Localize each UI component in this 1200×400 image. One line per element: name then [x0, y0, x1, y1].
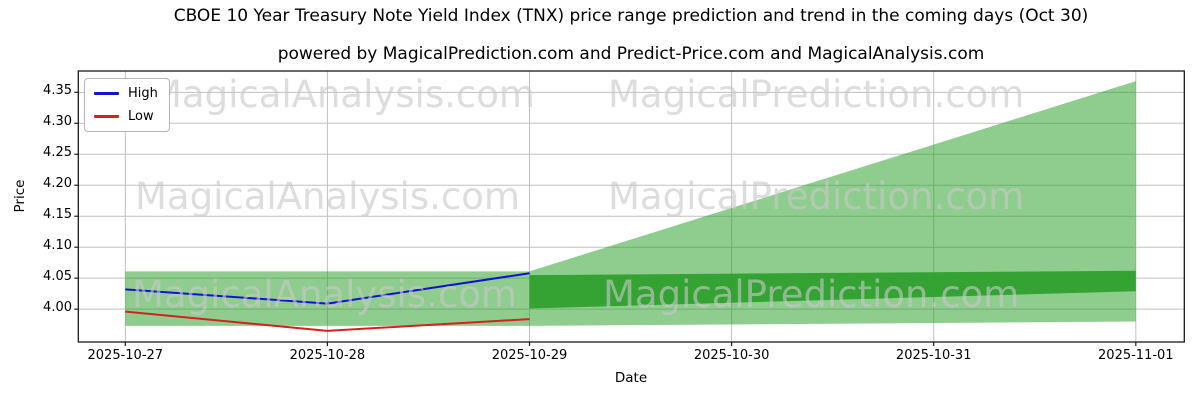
- x-tick-label: 2025-11-01: [1098, 348, 1174, 363]
- x-tick-label: 2025-10-31: [895, 348, 972, 363]
- high-line-swatch: [94, 92, 119, 95]
- x-tick-label: 2025-10-27: [87, 348, 164, 363]
- y-tick-label: 4.00: [43, 300, 72, 316]
- y-tick-label: 4.30: [43, 114, 72, 130]
- x-tick-label: 2025-10-29: [491, 348, 568, 363]
- x-axis-label: Date: [614, 370, 648, 386]
- y-tick-label: 4.10: [43, 238, 72, 254]
- legend-item-low: Low: [94, 109, 158, 124]
- plot-border: [77, 70, 1185, 343]
- legend-label-high: High: [128, 86, 158, 101]
- chart-title: CBOE 10 Year Treasury Note Yield Index (…: [173, 6, 1089, 26]
- forecast-range-wedge: [529, 81, 1136, 326]
- y-tick-label: 4.25: [43, 145, 72, 161]
- y-tick-label: 4.05: [43, 269, 72, 285]
- y-axis-label: Price: [12, 179, 28, 213]
- y-tick-label: 4.35: [43, 83, 72, 99]
- series-line-low: [125, 310, 530, 332]
- legend-label-low: Low: [128, 109, 154, 124]
- legend-item-high: High: [94, 86, 158, 101]
- x-tick-label: 2025-10-30: [693, 348, 770, 363]
- historical-range-band: [125, 271, 530, 326]
- low-line-swatch: [94, 115, 119, 118]
- forecast-core-band: [529, 270, 1136, 309]
- chart-subtitle: powered by MagicalPrediction.com and Pre…: [277, 44, 985, 64]
- y-tick-label: 4.15: [43, 207, 72, 223]
- y-tick-label: 4.20: [43, 176, 72, 192]
- x-tick-label: 2025-10-28: [289, 348, 366, 363]
- series-line-high: [125, 272, 530, 305]
- legend: High Low: [84, 78, 170, 132]
